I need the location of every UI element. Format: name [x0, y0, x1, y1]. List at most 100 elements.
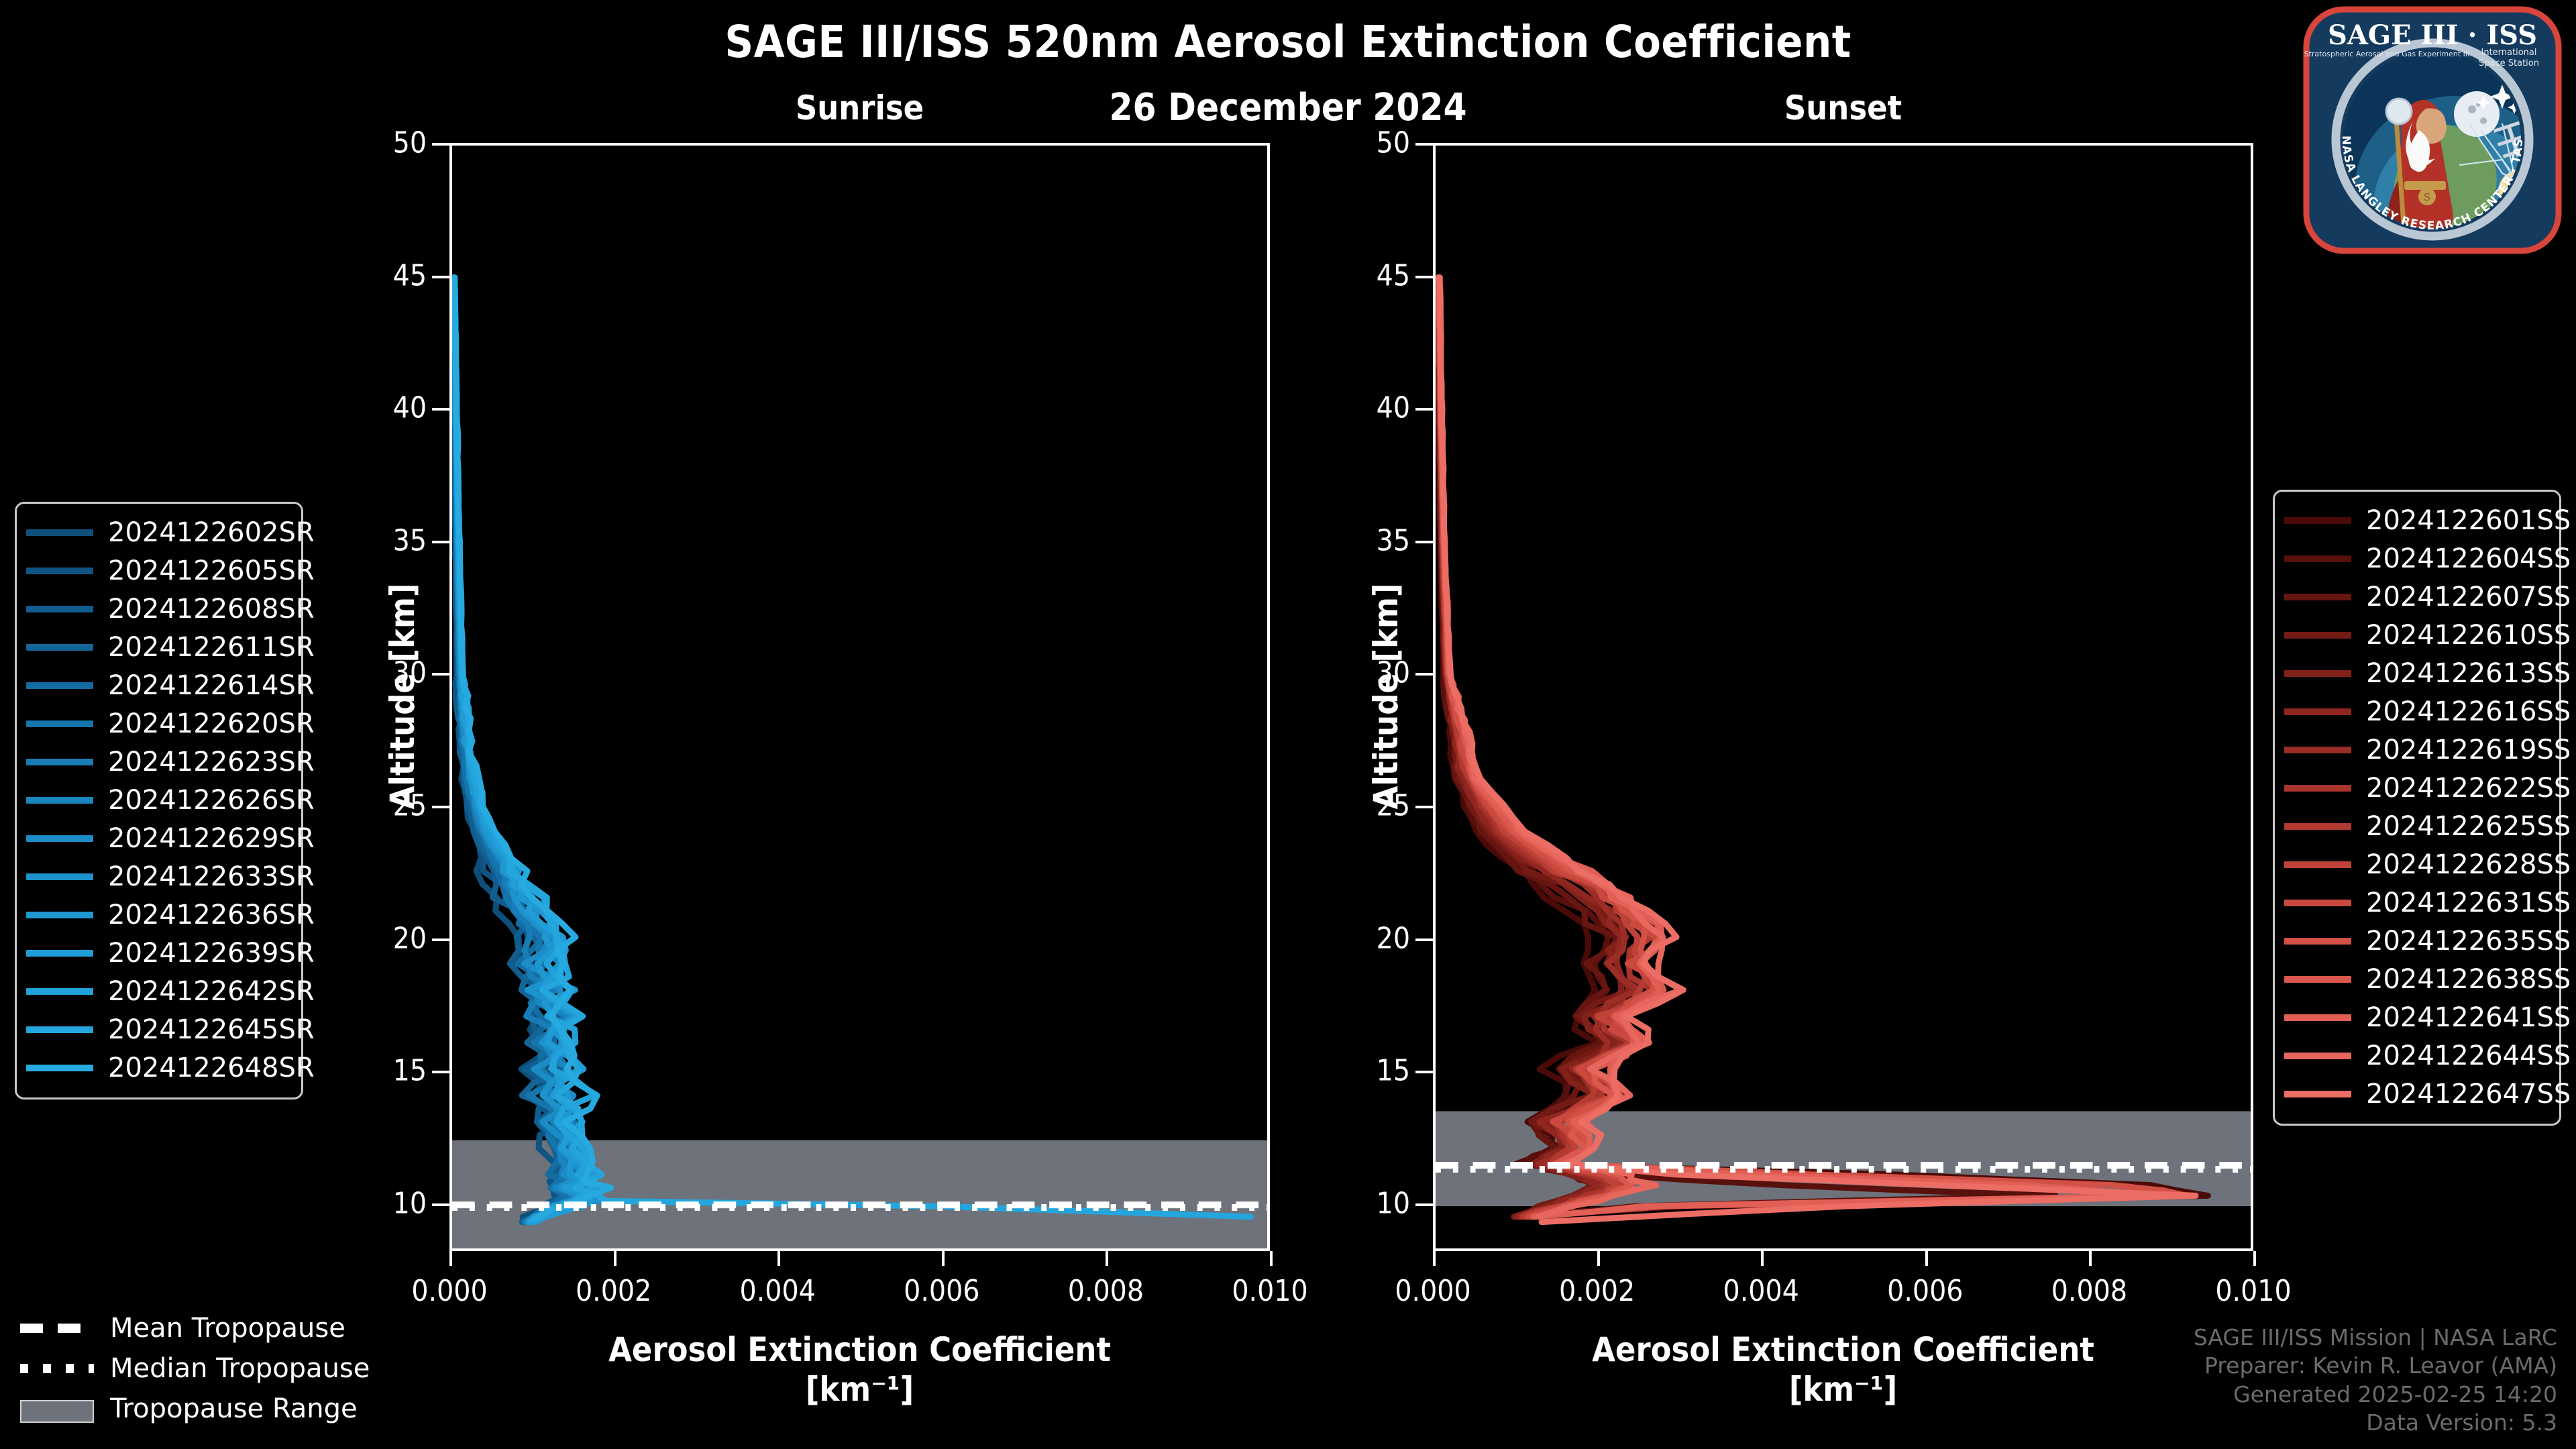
legend-color-swatch — [26, 949, 93, 957]
legend-sunrise-item[interactable]: 2024122611SR — [26, 628, 315, 666]
legend-sunset-item[interactable]: 2024122619SS — [2284, 731, 2571, 769]
legend-sunrise-item[interactable]: 2024122645SR — [26, 1010, 315, 1049]
attribution-preparer: Preparer: Kevin R. Leavor (AMA) — [2204, 1352, 2557, 1379]
legend-sunset-item[interactable]: 2024122622SS — [2284, 769, 2571, 807]
legend-sunrise-item[interactable]: 2024122626SR — [26, 781, 315, 819]
legend-color-swatch — [26, 605, 93, 612]
x-tick-label: 0.006 — [1887, 1274, 1964, 1308]
attribution-data-version: Data Version: 5.3 — [2366, 1409, 2557, 1436]
x-tick — [2089, 1251, 2092, 1266]
legend-sunset-item[interactable]: 2024122628SS — [2284, 845, 2571, 883]
legend-color-swatch — [2284, 746, 2351, 753]
legend-color-swatch — [2284, 1090, 2351, 1097]
legend-color-swatch — [26, 911, 93, 918]
legend-event-label: 2024122628SS — [2366, 849, 2571, 880]
legend-sunrise-item[interactable]: 2024122605SR — [26, 551, 315, 590]
patch-subtitle-left: Stratospheric Aerosol and Gas Experiment… — [2304, 50, 2470, 58]
legend-sunrise-item[interactable]: 2024122648SR — [26, 1049, 315, 1087]
legend-event-label: 2024122642SR — [108, 975, 315, 1007]
legend-color-swatch — [2284, 1014, 2351, 1021]
svg-text:S: S — [2424, 191, 2430, 203]
legend-color-swatch — [26, 682, 93, 689]
legend-color-swatch — [26, 987, 93, 995]
legend-sunrise-item[interactable]: 2024122602SR — [26, 513, 315, 551]
x-tick-label: 0.000 — [1395, 1274, 1471, 1308]
legend-event-label: 2024122648SR — [108, 1052, 315, 1083]
y-tick — [432, 938, 449, 941]
legend-sunrise-item[interactable]: 2024122629SR — [26, 819, 315, 857]
legend-sunset-item[interactable]: 2024122647SS — [2284, 1075, 2571, 1113]
y-tick — [1415, 143, 1433, 146]
legend-sunrise-item[interactable]: 2024122639SR — [26, 934, 315, 972]
legend-color-swatch — [26, 720, 93, 727]
legend-event-label: 2024122626SR — [108, 784, 315, 816]
legend-sunset-item[interactable]: 2024122631SS — [2284, 883, 2571, 922]
legend-sunrise[interactable]: 2024122602SR 2024122605SR 2024122608SR 2024… — [15, 502, 315, 1099]
legend-sunset-item[interactable]: 2024122638SS — [2284, 960, 2571, 998]
y-tick-label: 40 — [392, 390, 427, 425]
x-tick — [1106, 1251, 1109, 1266]
legend-event-label: 2024122625SS — [2366, 810, 2571, 842]
legend-sunrise-item[interactable]: 2024122608SR — [26, 590, 315, 628]
y-tick — [1415, 673, 1433, 676]
legend-color-swatch — [2284, 1052, 2351, 1059]
legend-color-swatch — [26, 643, 93, 651]
legend-sunrise-item[interactable]: 2024122614SR — [26, 666, 315, 704]
legend-color-swatch — [26, 1064, 93, 1071]
legend-color-swatch — [2284, 555, 2351, 562]
y-tick — [432, 540, 449, 543]
legend-sunrise-item[interactable]: 2024122623SR — [26, 743, 315, 781]
legend-event-label: 2024122610SS — [2366, 619, 2571, 651]
legend-sunset-item[interactable]: 2024122635SS — [2284, 922, 2571, 960]
x-tick — [2253, 1251, 2256, 1266]
legend-color-swatch — [2284, 593, 2351, 600]
legend-sunset-item[interactable]: 2024122644SS — [2284, 1036, 2571, 1075]
legend-sunset-item[interactable]: 2024122613SS — [2284, 654, 2571, 692]
legend-sunset-item[interactable]: 2024122607SS — [2284, 578, 2571, 616]
y-tick — [1415, 1203, 1433, 1206]
profile-line — [1436, 274, 1685, 1220]
y-tick — [1415, 408, 1433, 411]
x-tick — [777, 1251, 781, 1266]
y-tick-label: 45 — [1376, 258, 1410, 293]
y-tick-label: 20 — [1376, 921, 1410, 956]
y-tick-label: 15 — [1376, 1053, 1410, 1088]
legend-event-label: 2024122608SR — [108, 593, 315, 625]
x-tick — [1433, 1251, 1436, 1266]
legend-sunrise-item[interactable]: 2024122636SR — [26, 896, 315, 934]
legend-color-swatch — [26, 796, 93, 804]
legend-event-label: 2024122620SR — [108, 708, 315, 739]
legend-color-swatch — [2284, 708, 2351, 715]
profile-line — [1436, 274, 2199, 1226]
legend-sunset-item[interactable]: 2024122604SS — [2284, 539, 2571, 578]
title-date: 26 December 2024 — [1109, 86, 1467, 129]
legend-event-label: 2024122635SS — [2366, 925, 2571, 957]
legend-event-label: 2024122638SS — [2366, 963, 2571, 995]
legend-sunset[interactable]: 2024122601SS 2024122604SS 2024122607SS 2024… — [2273, 490, 2571, 1126]
x-tick — [449, 1251, 452, 1266]
legend-color-swatch — [26, 567, 93, 574]
legend-sunrise-item[interactable]: 2024122633SR — [26, 857, 315, 896]
legend-sunrise-item[interactable]: 2024122642SR — [26, 972, 315, 1010]
x-axis-label-line1: Aerosol Extinction Coefficient — [1592, 1330, 2094, 1369]
legend-sunrise-item[interactable]: 2024122620SR — [26, 704, 315, 743]
patch-subtitle-right-1: International — [2481, 48, 2537, 58]
legend-sunset-item[interactable]: 2024122625SS — [2284, 807, 2571, 845]
profile-line — [452, 274, 614, 1223]
legend-color-swatch — [26, 873, 93, 880]
legend-label-median: Median Tropopause — [110, 1353, 370, 1384]
legend-event-label: 2024122611SR — [108, 631, 315, 663]
y-tick — [432, 1203, 449, 1206]
x-axis-label-sunrise: Aerosol Extinction Coefficient [km⁻¹] — [449, 1330, 1270, 1409]
legend-color-swatch — [26, 529, 93, 536]
x-tick — [1925, 1251, 1928, 1266]
legend-sunset-item[interactable]: 2024122610SS — [2284, 616, 2571, 654]
y-tick — [432, 408, 449, 411]
legend-label-mean: Mean Tropopause — [110, 1313, 345, 1344]
patch-title: SAGE III · ISS — [2328, 19, 2537, 51]
x-tick-label: 0.006 — [904, 1274, 980, 1308]
legend-sunset-item[interactable]: 2024122641SS — [2284, 998, 2571, 1036]
legend-sunset-item[interactable]: 2024122616SS — [2284, 692, 2571, 731]
legend-sunset-item[interactable]: 2024122601SS — [2284, 501, 2571, 539]
legend-event-label: 2024122605SR — [108, 555, 315, 586]
